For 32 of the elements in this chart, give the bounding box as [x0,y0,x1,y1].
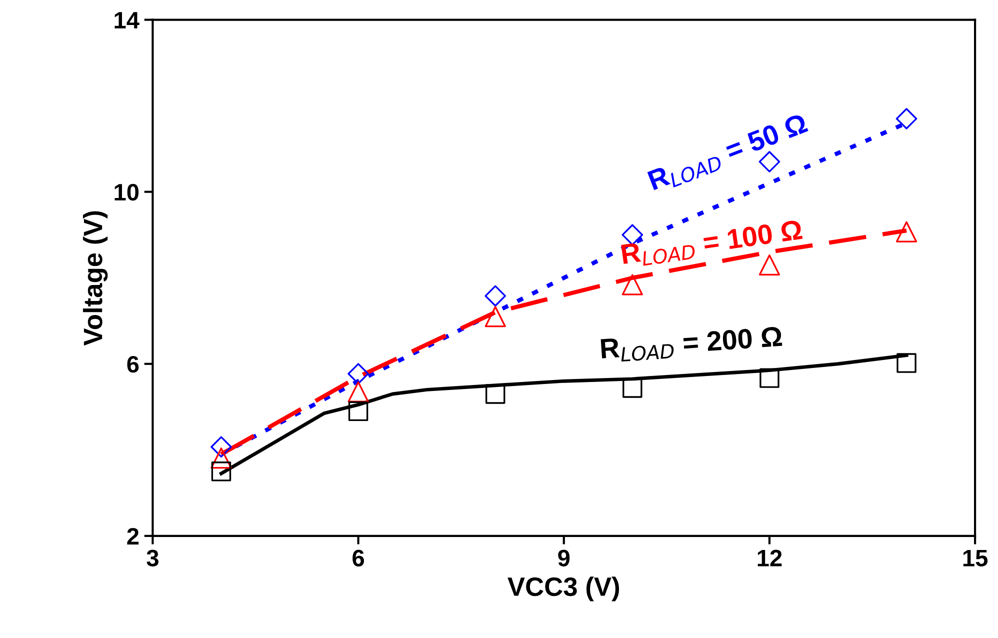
point [485,384,506,404]
point [348,381,369,402]
y-axis-title: Voltage (V) [82,211,108,346]
x-tick-label: 3 [146,550,158,566]
x-axis-title: VCC3 (V) [508,576,620,602]
point [622,378,642,398]
point [348,363,369,384]
point [896,221,918,242]
point [622,274,643,296]
y-tick-label: 2 [127,528,139,544]
point [348,401,368,422]
point [896,108,918,130]
annotation: R$_{LOAD}$ = 50 Ω [647,112,810,195]
point [210,448,232,469]
point [758,151,780,172]
x-tick-label: 6 [352,550,364,566]
y-tick-label: 14 [114,12,140,28]
point [896,353,916,373]
point [210,436,232,458]
x-tick-label: 9 [558,550,570,566]
x-tick-label: 15 [963,550,988,566]
point [758,254,780,276]
point [622,224,644,246]
annotation: R$_{LOAD}$ = 200 Ω [600,326,783,364]
point [484,285,506,307]
y-tick-label: 6 [127,356,139,373]
point [211,462,232,482]
annotation: R$_{LOAD}$ = 100 Ω [621,220,804,269]
x-tick-label: 12 [758,550,782,566]
point [484,306,506,328]
point [760,368,780,388]
y-tick-label: 10 [114,184,139,201]
